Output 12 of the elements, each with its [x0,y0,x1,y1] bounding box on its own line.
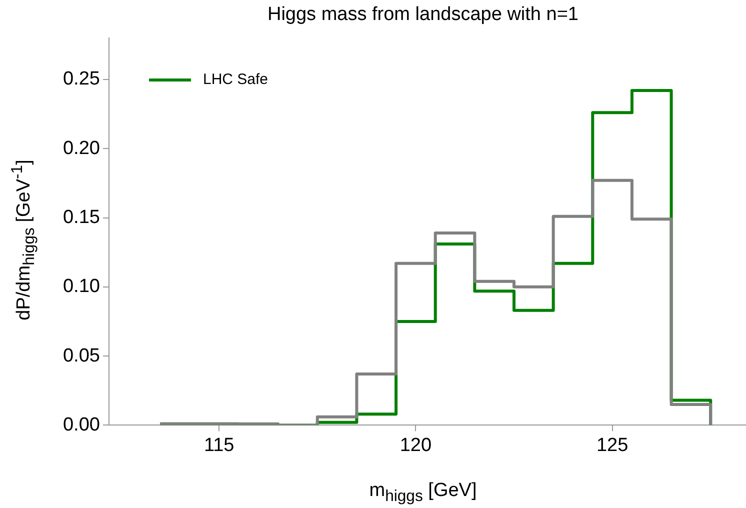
chart-title: Higgs mass from landscape with n=1 [266,4,580,26]
y-tick-label: 0.15 [62,207,100,228]
x-tick-label: 120 [400,434,432,456]
legend-label: LHC Safe [202,71,268,88]
y-tick-label: 0.00 [62,414,100,436]
x-tick-label: 115 [204,434,234,456]
y-tick-label: 0.05 [62,345,100,366]
y-tick-label: 0.25 [62,68,100,90]
y-tick-label: 0.20 [62,138,100,159]
x-axis-title: m$_{higgs}$ [GeV] [368,480,478,506]
x-tick-label: 125 [596,434,628,456]
y-tick-label: 0.10 [62,276,100,298]
